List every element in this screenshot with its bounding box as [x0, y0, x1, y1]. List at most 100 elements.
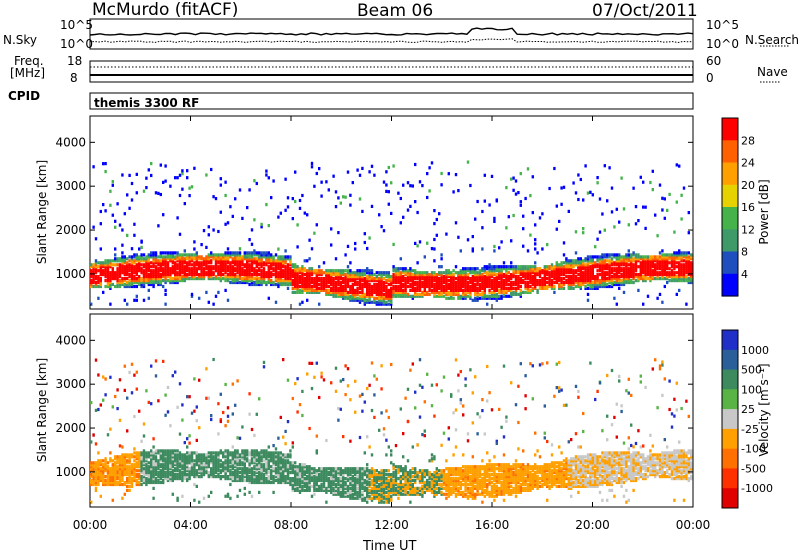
heatmap-cell — [219, 269, 222, 273]
heatmap-cell — [690, 275, 693, 279]
heatmap-cell — [404, 280, 407, 285]
heatmap-cell — [529, 280, 532, 285]
heatmap-cell — [399, 273, 402, 277]
heatmap-cell — [284, 279, 287, 283]
heatmap-cell — [157, 259, 160, 263]
heatmap-cell — [102, 482, 105, 487]
heatmap-cell — [663, 259, 666, 263]
heatmap-cell — [313, 282, 316, 287]
heatmap-cell — [260, 261, 263, 265]
heatmap-cell — [342, 288, 345, 292]
heatmap-cell — [310, 273, 314, 277]
heatmap-cell — [464, 286, 467, 290]
heatmap-cell — [351, 296, 354, 300]
heatmap-cell — [387, 275, 390, 279]
heatmap-cell — [188, 271, 191, 275]
heatmap-cell — [344, 286, 347, 290]
heatmap-cell — [486, 265, 489, 269]
heatmap-cell — [572, 280, 575, 285]
heatmap-cell — [226, 492, 230, 496]
heatmap-cell — [154, 257, 158, 261]
heatmap-cell — [234, 478, 237, 483]
heatmap-cell — [236, 453, 239, 457]
heatmap-cell — [666, 267, 669, 271]
heatmap-cell — [378, 298, 381, 302]
heatmap-cell — [474, 290, 477, 294]
heatmap-cell — [423, 255, 426, 259]
heatmap-cell — [596, 269, 599, 273]
heatmap-cell — [577, 263, 580, 267]
heatmap-cell — [102, 471, 105, 475]
heatmap-cell — [94, 465, 98, 469]
heatmap-cell — [265, 257, 268, 261]
heatmap-cell — [104, 377, 107, 381]
heatmap-cell — [370, 290, 374, 294]
heatmap-cell — [361, 279, 364, 283]
heatmap-cell — [157, 473, 160, 477]
heatmap-cell — [334, 284, 338, 289]
heatmap-cell — [382, 282, 386, 287]
heatmap-cell — [178, 277, 182, 281]
heatmap-cell — [663, 255, 666, 259]
heatmap-cell — [231, 478, 234, 483]
heatmap-cell — [238, 467, 242, 471]
heatmap-cell — [176, 277, 179, 281]
heatmap-cell — [133, 267, 136, 271]
heatmap-cell — [488, 263, 491, 267]
heatmap-cell — [471, 286, 474, 290]
heatmap-cell — [135, 284, 138, 289]
heatmap-cell — [92, 473, 95, 477]
heatmap-cell — [414, 286, 417, 290]
heatmap-cell — [404, 294, 407, 298]
heatmap-cell — [690, 263, 693, 267]
heatmap-cell — [543, 277, 546, 281]
heatmap-cell — [118, 263, 122, 267]
heatmap-cell — [92, 277, 95, 281]
heatmap-cell — [260, 259, 263, 263]
heatmap-cell — [682, 277, 686, 281]
heatmap-cell — [301, 269, 304, 273]
heatmap-cell — [178, 269, 182, 273]
heatmap-cell — [214, 267, 218, 271]
heatmap-cell — [433, 222, 436, 226]
heatmap-cell — [289, 282, 292, 287]
heatmap-cell — [586, 265, 590, 269]
heatmap-cell — [140, 255, 143, 259]
heatmap-cell — [558, 271, 561, 275]
heatmap-cell — [277, 461, 280, 465]
heatmap-cell — [145, 277, 148, 281]
heatmap-cell — [435, 275, 438, 279]
heatmap-cell — [510, 261, 513, 265]
heatmap-cell — [138, 409, 141, 413]
heatmap-cell — [234, 455, 237, 459]
heatmap-cell — [505, 226, 508, 230]
heatmap-cell — [229, 459, 232, 463]
heatmap-cell — [154, 253, 158, 257]
heatmap-cell — [193, 263, 196, 267]
heatmap-cell — [90, 401, 93, 405]
heatmap-cell — [200, 459, 203, 463]
heatmap-cell — [121, 243, 124, 247]
heatmap-cell — [541, 271, 544, 275]
heatmap-cell — [690, 271, 693, 275]
heatmap-cell — [236, 463, 239, 467]
heatmap-cell — [267, 280, 270, 285]
heatmap-cell — [229, 251, 232, 255]
heatmap-cell — [147, 269, 150, 273]
heatmap-cell — [284, 465, 287, 469]
heatmap-cell — [253, 282, 256, 287]
heatmap-cell — [596, 273, 599, 277]
heatmap-cell — [176, 255, 179, 259]
heatmap-cell — [330, 286, 333, 290]
heatmap-cell — [450, 282, 453, 287]
heatmap-cell — [181, 275, 184, 279]
heatmap-cell — [116, 279, 119, 283]
heatmap-cell — [243, 451, 246, 455]
heatmap-cell — [301, 282, 304, 287]
heatmap-cell — [202, 496, 206, 500]
heatmap-cell — [157, 478, 160, 483]
heatmap-cell — [310, 277, 314, 281]
heatmap-cell — [534, 238, 537, 242]
heatmap-cell — [246, 477, 249, 481]
heatmap-cell — [289, 449, 292, 453]
